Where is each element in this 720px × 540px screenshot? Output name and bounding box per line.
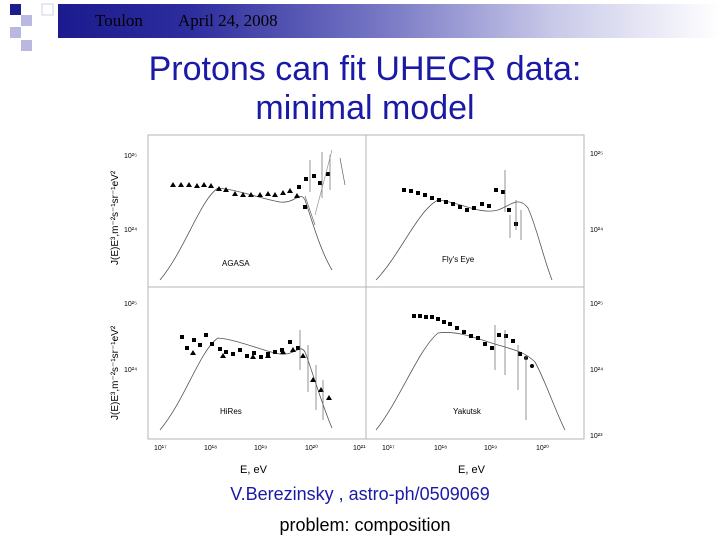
x-tick-right-1: 10¹⁷ <box>382 445 395 452</box>
right-tick-bottom-3: 10²³ <box>590 433 603 440</box>
left-tick-bottom-2: 10²⁴ <box>124 367 137 374</box>
right-tick-top-2: 10²⁴ <box>590 227 603 234</box>
yakutsk-data-points <box>412 314 534 368</box>
x-tick-right-2: 10¹⁸ <box>434 445 447 452</box>
model-curve-yakutsk <box>375 332 566 431</box>
model-curve-hires <box>159 337 333 431</box>
x-tick-left-2: 10¹⁸ <box>204 445 217 452</box>
panel-label-agasa: AGASA <box>222 259 250 268</box>
right-tick-bottom-2: 10²⁴ <box>590 367 603 374</box>
model-curve-flyseye <box>375 199 553 281</box>
left-tick-top-2: 10²⁴ <box>124 227 137 234</box>
header-location: Toulon <box>95 11 143 30</box>
left-tick-bottom-1: 10²⁵ <box>124 301 137 308</box>
citation: V.Berezinsky , astro-ph/0509069 <box>230 484 490 504</box>
title-line-2: minimal model <box>255 89 475 127</box>
right-tick-top-1: 10²⁵ <box>590 151 603 158</box>
problem-note: problem: composition <box>279 515 451 535</box>
x-tick-left-3: 10¹⁹ <box>254 445 267 452</box>
panel-flyseye: Fly's Eye <box>375 170 553 281</box>
panel-label-yakutsk: Yakutsk <box>453 407 482 416</box>
title-line-1: Protons can fit UHECR data: <box>148 50 582 88</box>
y-axis-label-top: J(E)E³,m⁻²s⁻¹sr⁻¹eV² <box>110 170 121 265</box>
panel-label-flyseye: Fly's Eye <box>442 255 475 264</box>
x-tick-right-3: 10¹⁹ <box>484 445 497 452</box>
agasa-data-points <box>170 172 330 209</box>
x-tick-right-4: 10²⁰ <box>536 444 549 452</box>
corner-squares-decoration <box>10 3 54 51</box>
hires-data-points <box>180 333 332 400</box>
x-axis-label-left: E, eV <box>240 464 268 476</box>
x-axis-label-right: E, eV <box>458 464 486 476</box>
panel-hires: HiRes <box>159 330 333 431</box>
x-tick-left-5: 10²¹ <box>353 445 366 452</box>
panel-yakutsk: Yakutsk <box>375 314 566 431</box>
header-bar <box>58 4 720 38</box>
spectrum-figure: AGASA Fly's Eye HiRe <box>100 130 620 480</box>
panel-frame-yakutsk <box>365 286 585 440</box>
panel-agasa: AGASA <box>159 149 346 281</box>
x-tick-left-1: 10¹⁷ <box>154 445 167 452</box>
y-axis-label-bottom: J(E)E³,m⁻²s⁻¹sr⁻¹eV² <box>110 325 121 420</box>
x-tick-left-4: 10²⁰ <box>305 444 318 452</box>
left-tick-top-1: 10²⁵ <box>124 153 137 160</box>
slide-title: Protons can fit UHECR data: minimal mode… <box>60 50 670 128</box>
panel-label-hires: HiRes <box>220 407 242 416</box>
model-curve-agasa <box>159 187 333 281</box>
header-date: April 24, 2008 <box>178 11 278 30</box>
right-tick-bottom-1: 10²⁵ <box>590 301 603 308</box>
